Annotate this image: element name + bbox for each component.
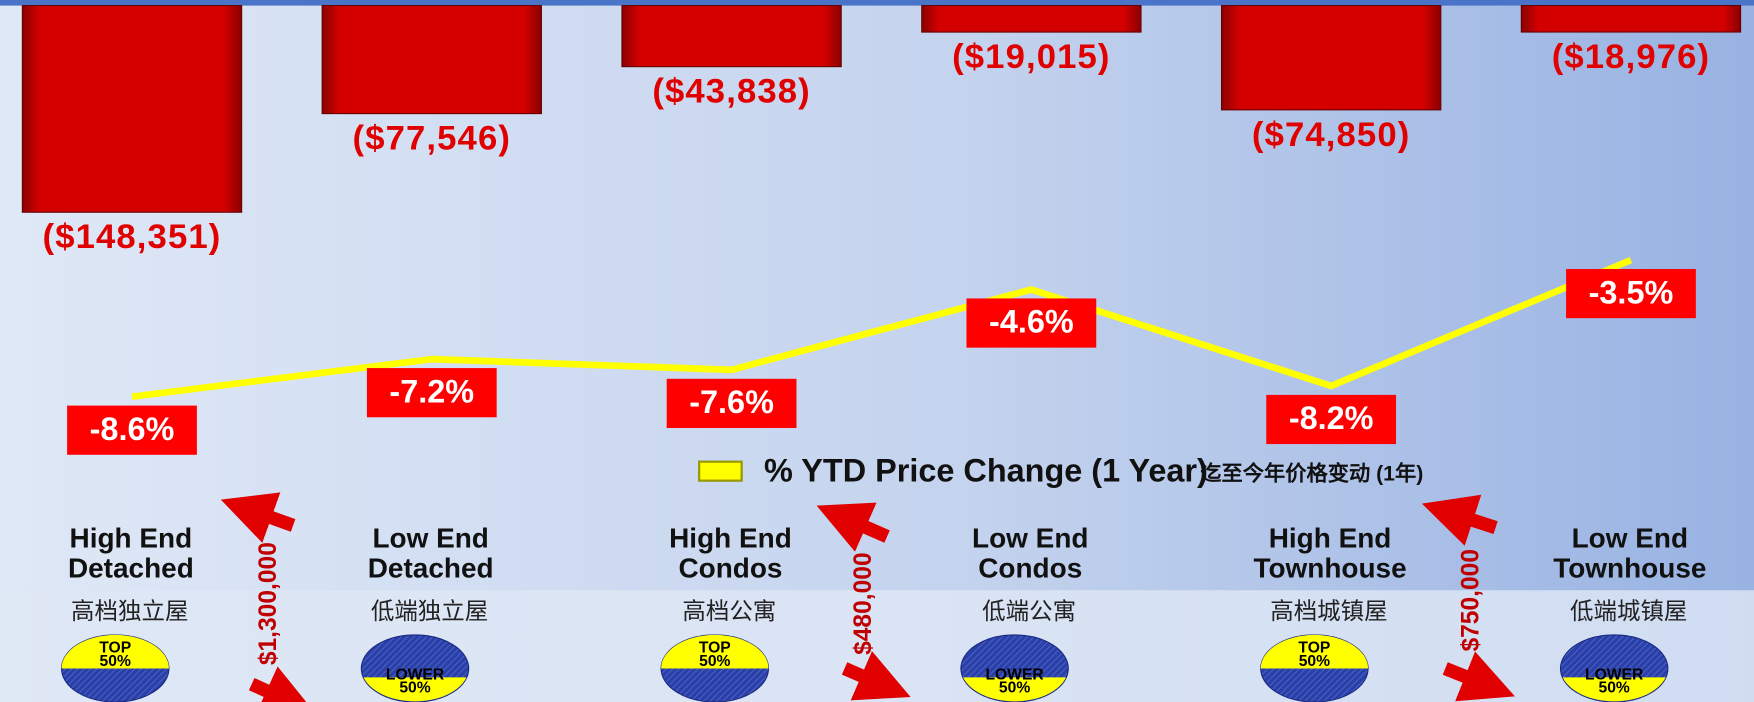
arrow: [248, 666, 316, 702]
arrow: [1421, 494, 1498, 546]
bar-value-label: ($148,351): [43, 218, 222, 256]
badge-label: TOP: [699, 639, 731, 656]
value-label-box: [1566, 268, 1696, 319]
price-threshold: $480,000: [850, 552, 877, 655]
category-title: Low End: [372, 522, 488, 553]
arrows: [220, 492, 1515, 702]
line-value-label: -8.6%: [90, 411, 175, 447]
line-value-label: -8.2%: [1289, 400, 1374, 436]
bar: [921, 5, 1142, 33]
line-value-label: -4.6%: [989, 304, 1074, 340]
category-title: Detached: [68, 552, 194, 583]
category-title: Condos: [978, 552, 1082, 583]
badge-label: 50%: [399, 680, 430, 697]
category-title: Low End: [972, 522, 1088, 553]
line-value-label: -3.5%: [1589, 274, 1674, 310]
legend-swatch: [698, 460, 743, 482]
legend-note: 迄至今年价格变动 (1年): [1200, 461, 1423, 486]
line-value-label: -7.2%: [389, 373, 474, 409]
badge-label: TOP: [1298, 639, 1330, 656]
price-threshold: $1,300,000: [255, 542, 282, 665]
legend-label: % YTD Price Change (1 Year): [764, 452, 1208, 488]
badge-half: [61, 634, 169, 669]
badge-half: [963, 677, 1067, 702]
top-border: [0, 0, 1754, 6]
category-title: High End: [70, 522, 193, 553]
category-chinese: 高档独立屋: [71, 597, 188, 625]
badge-half: [363, 677, 467, 702]
badge-half: [1562, 677, 1666, 702]
bar: [1520, 5, 1742, 33]
category-title: Detached: [368, 552, 494, 583]
badge-label: LOWER: [985, 666, 1043, 683]
category-chinese: 高档城镇屋: [1270, 597, 1387, 625]
badge-label: LOWER: [1585, 666, 1643, 683]
arrow: [1442, 651, 1515, 702]
bar: [1220, 5, 1442, 111]
category-chinese: 低端城镇屋: [1570, 597, 1687, 625]
badge-label: 50%: [1299, 653, 1330, 670]
arrow: [841, 651, 911, 701]
category-title: High End: [1269, 522, 1392, 553]
category-chinese: 低端公寓: [982, 597, 1076, 625]
category-title: High End: [669, 522, 792, 553]
arrow: [816, 502, 890, 552]
category-title: Townhouse: [1253, 552, 1406, 583]
arrow: [220, 492, 296, 543]
price-threshold: $750,000: [1458, 549, 1485, 652]
value-label-box: [666, 378, 797, 428]
line: [131, 256, 1633, 400]
badge-half: [661, 634, 769, 669]
bar-value-label: ($18,976): [1552, 38, 1710, 76]
line-value-label: -7.6%: [689, 384, 774, 420]
value-label-box: [67, 405, 197, 455]
bar: [621, 5, 842, 68]
badge-label: 50%: [1599, 680, 1630, 697]
badge-label: 50%: [999, 680, 1030, 697]
bar-value-label: ($74,850): [1252, 116, 1410, 154]
badge-label: 50%: [699, 653, 730, 670]
value-label-box: [1266, 394, 1397, 445]
bar-value-label: ($77,546): [353, 120, 511, 158]
badge-label: 50%: [100, 653, 131, 670]
category-chinese: 低端独立屋: [371, 597, 488, 625]
bar-value-label: ($19,015): [952, 38, 1110, 76]
bar: [21, 5, 243, 213]
value-label-box: [966, 298, 1097, 348]
badge-label: TOP: [99, 639, 131, 656]
bar: [321, 5, 542, 115]
value-label-box: [366, 368, 497, 418]
category-chinese: 高档公寓: [682, 597, 776, 625]
category-title: Condos: [678, 552, 782, 583]
category-title: Townhouse: [1553, 552, 1706, 583]
badge-label: LOWER: [386, 666, 444, 683]
badge-half: [1260, 634, 1369, 669]
bar-value-label: ($43,838): [652, 73, 810, 111]
category-title: Low End: [1572, 522, 1688, 553]
